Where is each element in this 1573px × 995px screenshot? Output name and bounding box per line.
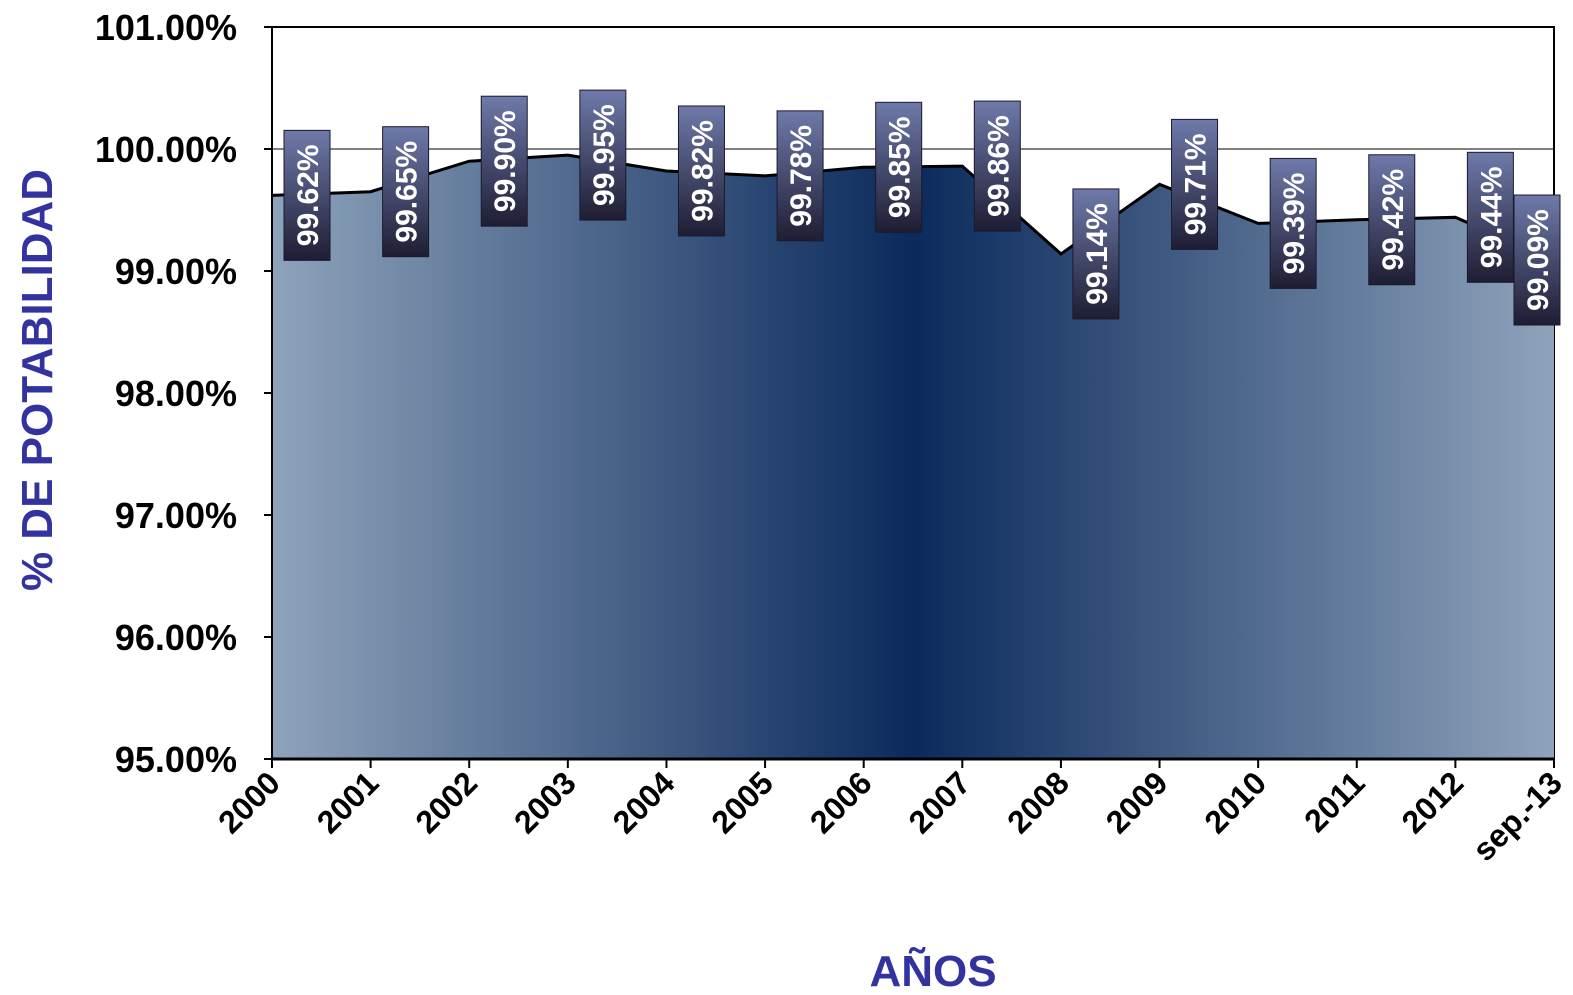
data-label-text: 99.44% [1475, 166, 1508, 268]
data-label-text: 99.71% [1180, 134, 1213, 236]
data-label-text: 99.82% [686, 120, 719, 222]
data-label: 99.90% [480, 95, 528, 227]
y-tick-label: 101.00% [95, 7, 237, 48]
x-tick-label: 2002 [408, 764, 484, 840]
x-tick-label: 2006 [803, 764, 879, 840]
data-label-box [973, 100, 1021, 232]
data-label-text: 99.85% [884, 116, 917, 218]
y-tick-label: 95.00% [115, 739, 237, 780]
data-label: 99.85% [875, 101, 923, 233]
x-tick-label: 2012 [1395, 764, 1471, 840]
x-tick-label: 2004 [606, 764, 682, 840]
data-label: 99.82% [677, 105, 725, 237]
x-tick-label: 2007 [901, 764, 977, 840]
data-label-box [776, 110, 824, 242]
area-layer [271, 153, 1555, 760]
data-label-text: 99.14% [1081, 203, 1114, 305]
data-label-text: 99.86% [982, 115, 1015, 217]
x-tick-label: 2001 [310, 764, 386, 840]
data-label: 99.09% [1513, 194, 1561, 326]
data-label-box [283, 129, 331, 261]
data-label-box [1072, 188, 1120, 320]
axes [264, 26, 1555, 768]
data-label-text: 99.78% [785, 125, 818, 227]
data-label: 99.62% [283, 129, 331, 261]
data-label-box [1368, 154, 1416, 286]
data-label: 99.71% [1171, 118, 1219, 250]
x-tick-label: 2003 [507, 764, 583, 840]
data-label-text: 99.39% [1278, 173, 1311, 275]
data-label-box [382, 126, 430, 258]
data-label: 99.42% [1368, 154, 1416, 286]
x-tick-label: 2009 [1099, 764, 1175, 840]
data-label-box [677, 105, 725, 237]
area-fill [272, 155, 1554, 760]
data-label-box [1269, 157, 1317, 289]
data-label: 99.39% [1269, 157, 1317, 289]
data-label-box [1466, 151, 1514, 283]
data-label-box [1513, 194, 1561, 326]
y-tick-label: 97.00% [115, 495, 237, 536]
data-label-box [875, 101, 923, 233]
x-tick-label: 2011 [1297, 764, 1372, 839]
data-label-box [480, 95, 528, 227]
x-tick-labels: 2000 2001 2002 2003 2004 2005 2006 2007 2008 2009… [211, 764, 1569, 868]
data-label-text: 99.42% [1377, 169, 1410, 271]
data-label: 99.14% [1072, 188, 1120, 320]
data-label-text: 99.95% [588, 104, 621, 206]
data-label: 99.65% [382, 126, 430, 258]
x-tick-label: 2008 [1000, 764, 1076, 840]
data-label: 99.95% [579, 89, 627, 221]
y-axis-title: % DE POTABILIDAD [13, 169, 62, 591]
data-label-text: 99.62% [292, 144, 325, 246]
y-tick-label: 96.00% [115, 617, 237, 658]
y-tick-label: 98.00% [115, 373, 237, 414]
x-tick-label: 2005 [704, 764, 780, 840]
x-tick-label: 2010 [1197, 764, 1273, 840]
data-label-box [1171, 118, 1219, 250]
data-labels: 99.62% 99.65% 99.90% 99.95% 99.82% 99.78% 99.8… [283, 89, 1561, 326]
data-label: 99.86% [973, 100, 1021, 232]
x-axis-title: AÑOS [869, 946, 996, 995]
data-label: 99.78% [776, 110, 824, 242]
y-tick-label: 100.00% [95, 129, 237, 170]
data-label-text: 99.90% [489, 110, 522, 212]
x-tick-label: sep.-13 [1466, 764, 1569, 867]
data-label-text: 99.65% [391, 141, 424, 243]
y-tick-labels: 95.00% 96.00% 97.00% 98.00% 99.00% 100.00% 101… [95, 7, 237, 780]
y-tick-label: 99.00% [115, 251, 237, 292]
data-label-text: 99.09% [1522, 209, 1555, 311]
data-label: 99.44% [1466, 151, 1514, 283]
data-label-box [579, 89, 627, 221]
